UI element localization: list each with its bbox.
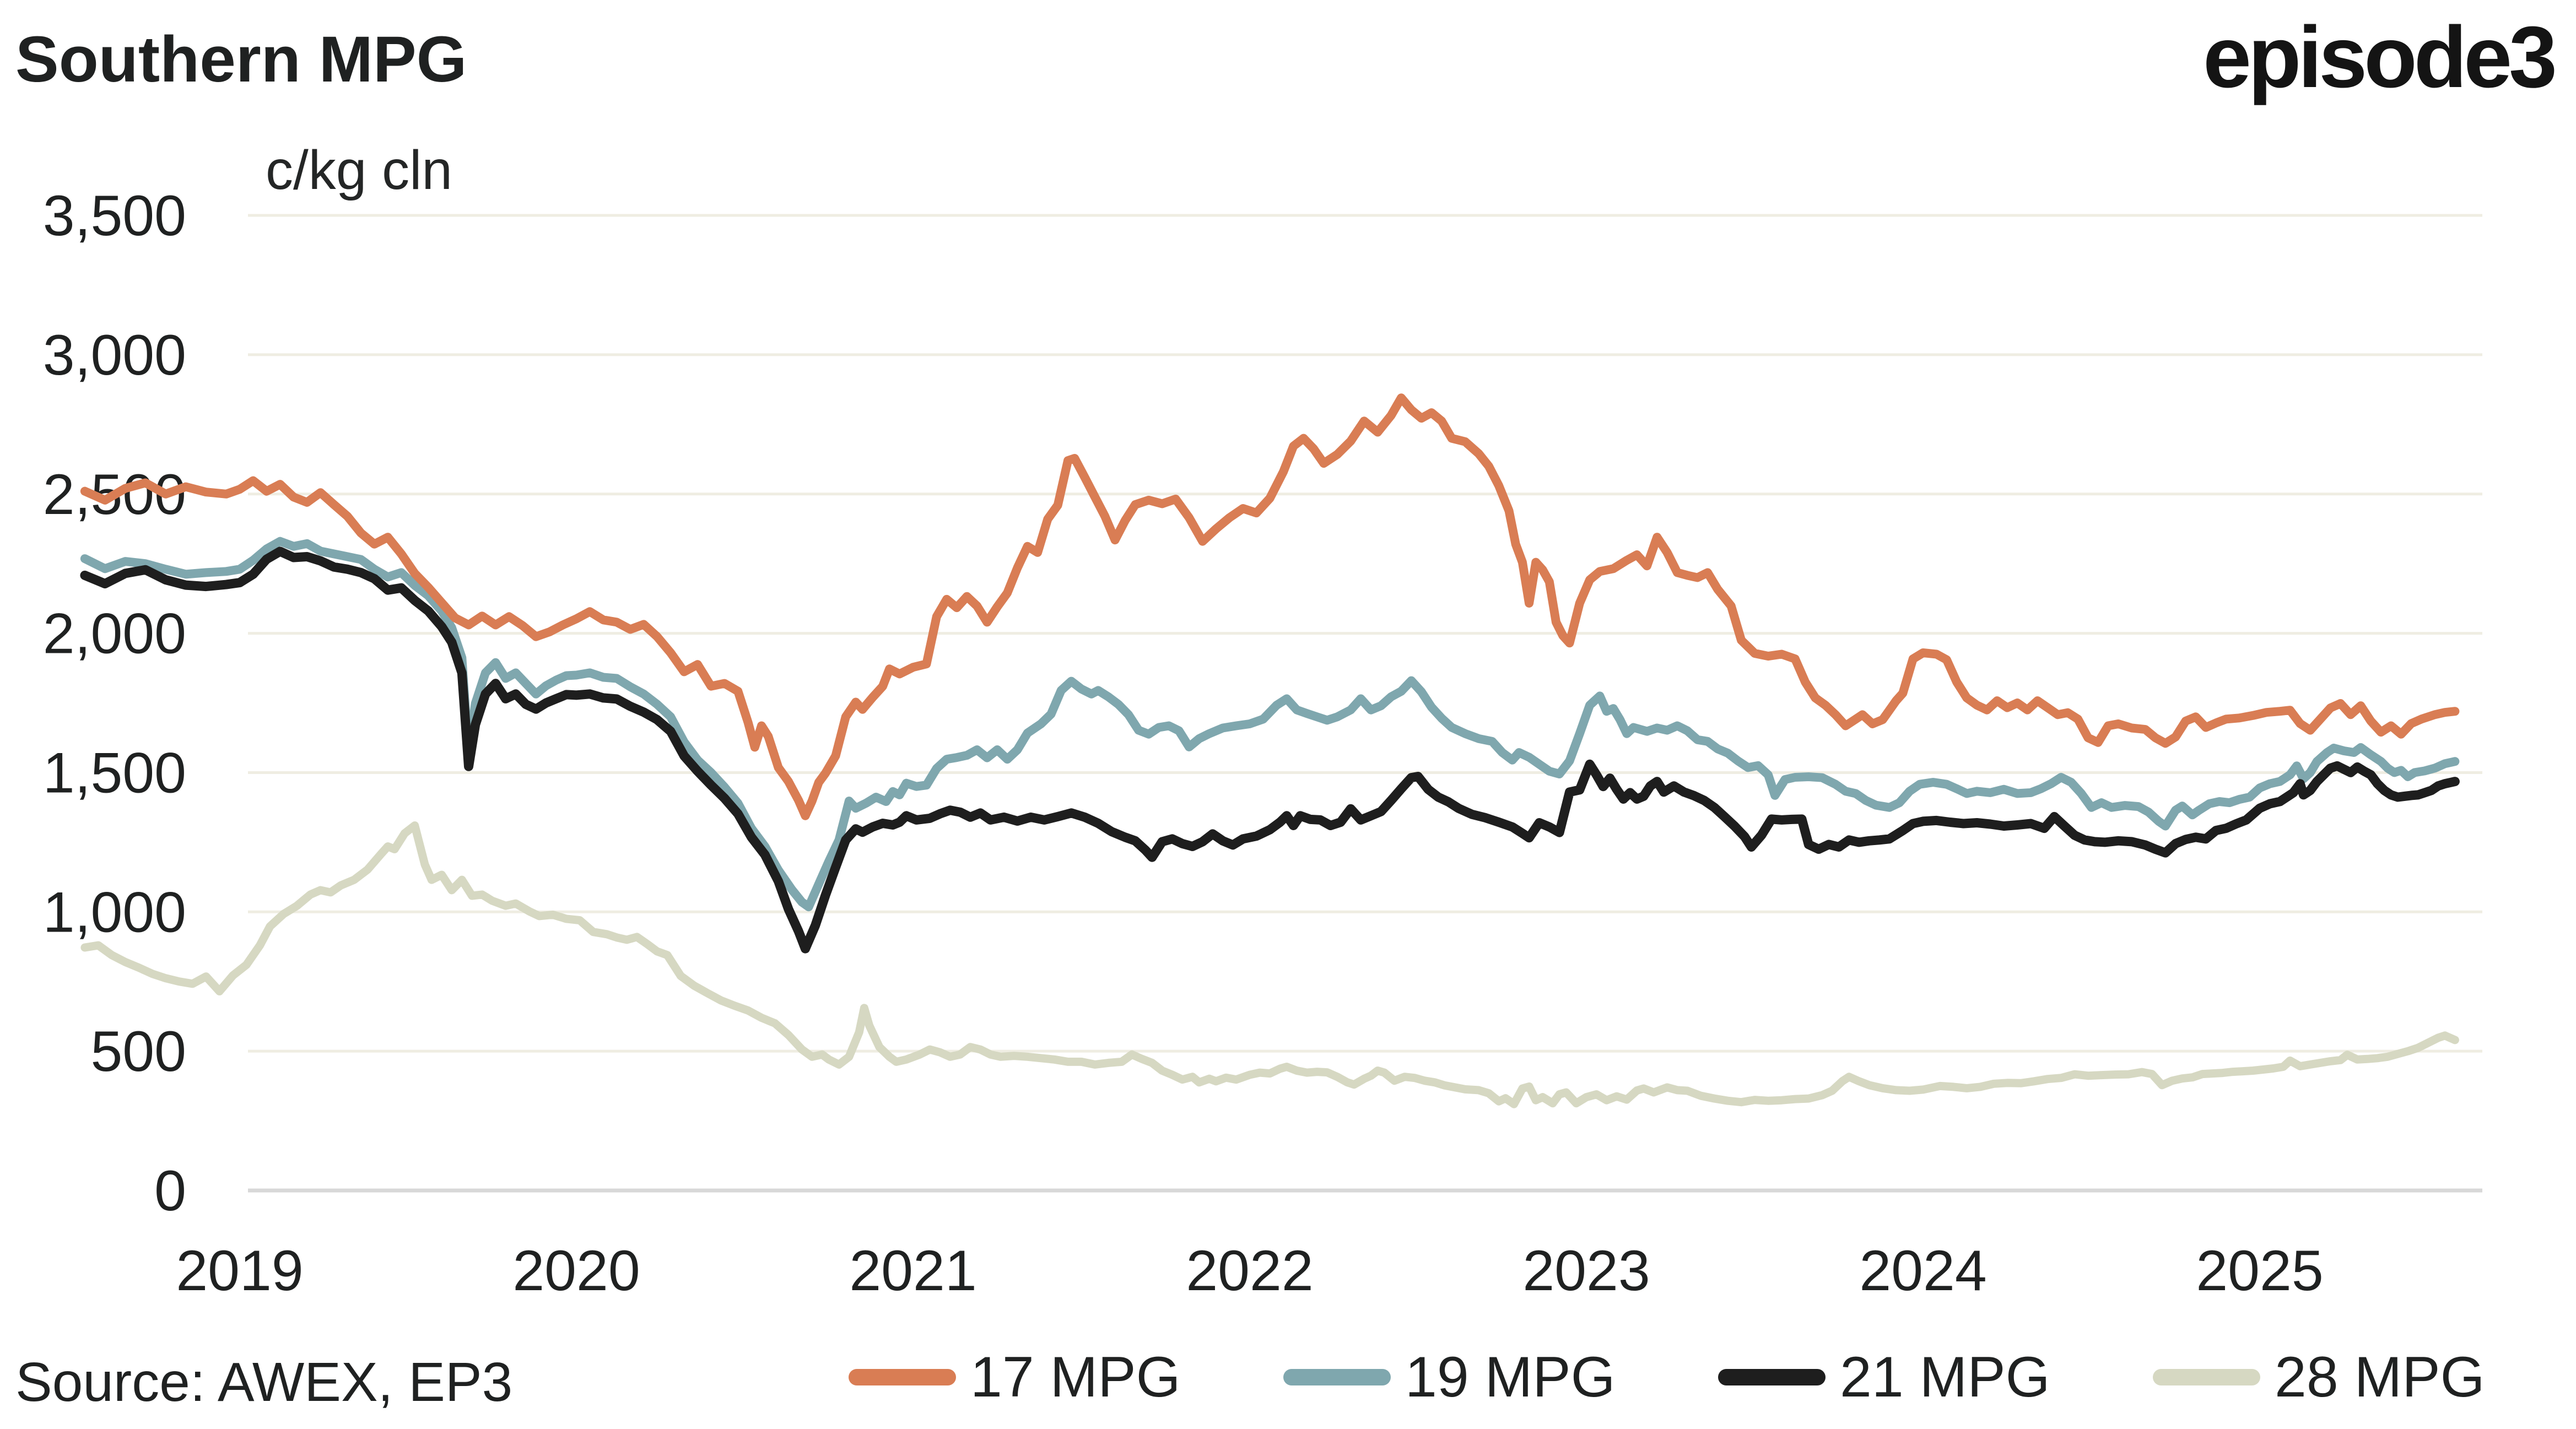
y-tick-label: 3,000: [43, 323, 186, 387]
y-tick-label: 0: [154, 1159, 186, 1223]
source-note: Source: AWEX, EP3: [15, 1351, 513, 1413]
x-tick-label: 2022: [1186, 1239, 1313, 1303]
y-tick-label: 500: [90, 1020, 186, 1084]
y-axis-unit-label: c/kg cln: [266, 139, 453, 201]
legend-swatch: [1718, 1369, 1826, 1385]
series-line-28-mpg: [80, 821, 2459, 1108]
series-line-19-mpg: [80, 537, 2460, 912]
x-axis-tick-labels: 2019 2020 2021 2022 2023 2024 2025: [176, 1239, 2323, 1303]
x-tick-label: 2025: [2196, 1239, 2323, 1303]
legend-item-17-mpg: 17 MPG: [849, 1345, 1283, 1410]
x-tick-label: 2020: [512, 1239, 640, 1303]
legend-item-21-mpg: 21 MPG: [1718, 1345, 2153, 1410]
series-line-17-mpg: [80, 393, 2460, 820]
y-tick-label: 2,000: [43, 602, 186, 666]
x-tick-label: 2021: [849, 1239, 976, 1303]
x-tick-label: 2023: [1522, 1239, 1650, 1303]
y-tick-label: 1,000: [43, 880, 186, 944]
gridlines: [248, 214, 2482, 1193]
episode3-logo: episode3: [2203, 9, 2557, 106]
legend-swatch: [849, 1369, 956, 1385]
legend-label: 19 MPG: [1405, 1345, 1616, 1409]
chart-legend: 17 MPG 19 MPG 21 MPG 28 MPG: [849, 1339, 2535, 1416]
x-tick-label: 2019: [176, 1239, 303, 1303]
page-title: Southern MPG: [15, 23, 467, 96]
legend-label: 17 MPG: [970, 1345, 1181, 1409]
legend-item-28-mpg: 28 MPG: [2153, 1345, 2576, 1410]
legend-label: 28 MPG: [2275, 1345, 2485, 1409]
legend-swatch: [1283, 1369, 1391, 1385]
y-tick-label: 3,500: [43, 184, 186, 248]
series-line-21-mpg: [80, 546, 2460, 954]
x-tick-label: 2024: [1859, 1239, 1986, 1303]
data-series-lines: [80, 393, 2460, 1108]
y-tick-label: 1,500: [43, 741, 186, 805]
legend-item-19-mpg: 19 MPG: [1283, 1345, 1718, 1410]
legend-label: 21 MPG: [1840, 1345, 2050, 1409]
legend-swatch: [2153, 1369, 2260, 1385]
